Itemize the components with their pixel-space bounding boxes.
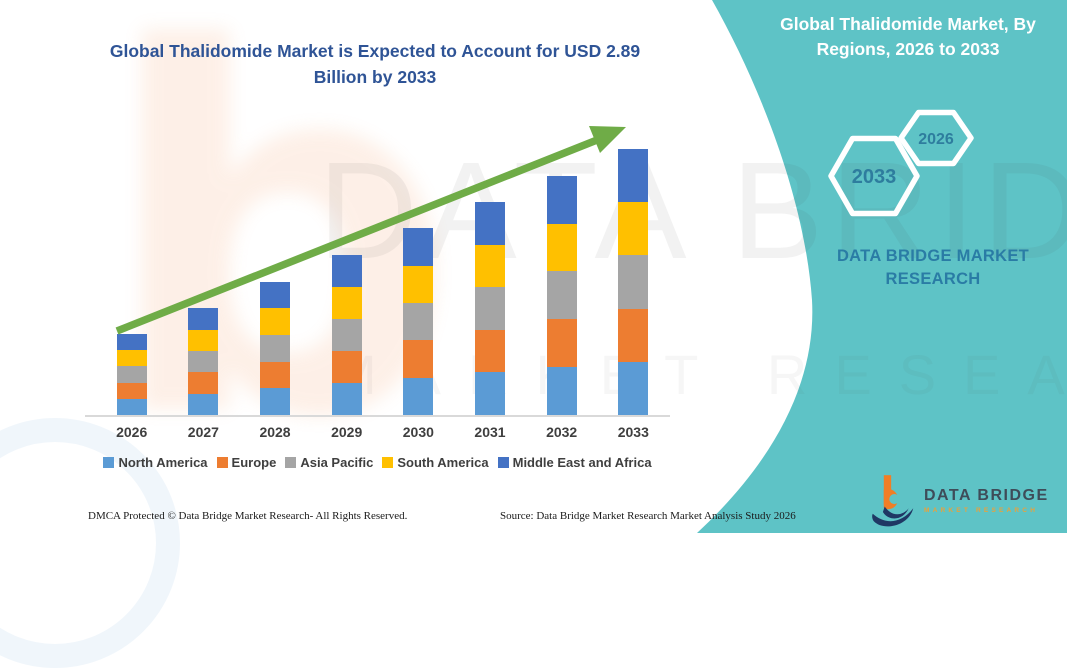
- legend-item-asia-pacific: Asia Pacific: [285, 455, 373, 470]
- legend-item-north-america: North America: [103, 455, 208, 470]
- chart-title: Global Thalidomide Market is Expected to…: [109, 41, 641, 88]
- brand-logo-sub: MARKET RESEARCH: [924, 506, 1039, 514]
- chart-legend: North America Europe Asia Pacific South Ame…: [85, 455, 670, 470]
- legend-swatch: [497, 457, 509, 468]
- bar-segment-2026-south-america: [116, 350, 147, 367]
- bar-segment-2028-asia-pacific: [260, 334, 291, 362]
- bar-segment-2027-middle-east-and-africa: [188, 308, 219, 330]
- panel-heading-line2: Regions, 2026 to 2033: [816, 39, 1000, 60]
- panel-brand-line1: DATA BRIDGE MARKET: [836, 247, 1030, 265]
- legend-label: Europe: [231, 455, 277, 470]
- data-bridge-logo-icon: [872, 475, 914, 527]
- bar-segment-2027-north-america: [188, 393, 219, 415]
- bar-segment-2028-europe: [260, 361, 291, 389]
- x-axis-line: [85, 415, 670, 417]
- bar-segment-2029-south-america: [331, 286, 362, 319]
- bar-segment-2030-south-america: [403, 265, 434, 303]
- bar-segment-2029-middle-east-and-africa: [331, 254, 362, 287]
- brand-logo: DATA BRIDGE MARKET RESEARCH: [870, 473, 1049, 527]
- x-axis-label-2032: 2032: [546, 424, 578, 440]
- legend-swatch: [382, 457, 394, 468]
- bar-segment-2026-europe: [116, 382, 147, 399]
- bar-segment-2032-asia-pacific: [546, 271, 577, 320]
- legend-swatch: [103, 457, 115, 468]
- x-axis-label-2030: 2030: [402, 424, 434, 440]
- hexagon-2033-label: 2033: [852, 166, 897, 188]
- x-axis-label-2027: 2027: [187, 424, 219, 440]
- x-axis-label-2033: 2033: [617, 424, 649, 440]
- legend-item-europe: Europe: [216, 455, 277, 470]
- brand-logo-text: DATA BRIDGE MARKET RESEARCH: [924, 487, 1049, 514]
- x-axis-label-2028: 2028: [259, 424, 291, 440]
- bar-segment-2032-middle-east-and-africa: [546, 175, 577, 224]
- legend-swatch: [216, 457, 228, 468]
- bar-segment-2031-north-america: [475, 372, 505, 415]
- panel-heading-line1: Global Thalidomide Market, By: [780, 14, 1036, 34]
- bar-segment-2030-europe: [403, 340, 434, 378]
- panel-brand-line2: RESEARCH: [885, 270, 981, 289]
- x-axis-label-2029: 2029: [331, 424, 363, 440]
- bar-segment-2033-middle-east-and-africa: [618, 149, 649, 203]
- bar-segment-2031-south-america: [475, 244, 505, 288]
- bar-segment-2032-north-america: [546, 367, 577, 415]
- legend-label: Middle East and Africa: [512, 455, 652, 470]
- footer-dmca: DMCA Protected © Data Bridge Market Rese…: [88, 510, 408, 522]
- bar-segment-2028-south-america: [260, 308, 291, 335]
- panel-heading: Global Thalidomide Market, By Regions, 2…: [772, 12, 1044, 63]
- bar-segment-2030-north-america: [403, 377, 434, 415]
- legend-item-south-america: South America: [382, 455, 489, 470]
- bar-segment-2030-middle-east-and-africa: [403, 228, 434, 266]
- legend-swatch: [285, 457, 297, 468]
- bar-segment-2026-asia-pacific: [116, 366, 147, 383]
- stacked-bar-chart: 2026 2027 2028 2029 2030 2031 2032 2033: [116, 149, 649, 440]
- bar-segment-2029-asia-pacific: [331, 318, 362, 351]
- bar-segment-2027-south-america: [188, 329, 219, 351]
- hexagon-2026-label: 2026: [918, 131, 954, 148]
- legend-item-middle-east-and-africa: Middle East and Africa: [497, 455, 652, 470]
- trend-arrow-line: [115, 136, 599, 335]
- panel-brand-text: DATA BRIDGE MARKET RESEARCH: [828, 245, 1038, 291]
- bar-segment-2032-europe: [546, 319, 577, 368]
- x-axis-label-2031: 2031: [474, 424, 506, 440]
- bar-segment-2026-north-america: [116, 398, 147, 415]
- bar-segment-2029-north-america: [331, 382, 362, 415]
- bar-segment-2033-europe: [618, 308, 649, 362]
- bar-segment-2031-europe: [475, 329, 505, 373]
- bar-segment-2027-asia-pacific: [188, 350, 219, 373]
- trend-arrow: [115, 126, 626, 335]
- bar-segment-2033-south-america: [618, 202, 649, 256]
- legend-label: Asia Pacific: [300, 455, 374, 470]
- bar-segment-2031-middle-east-and-africa: [475, 202, 505, 245]
- bar-segment-2028-north-america: [260, 388, 291, 415]
- hexagon-2033: [828, 135, 920, 217]
- teal-side-panel: [697, 0, 1067, 533]
- footer-source: Source: Data Bridge Market Research Mark…: [500, 510, 796, 522]
- trend-arrow-head: [589, 126, 626, 153]
- x-axis-label-2026: 2026: [116, 424, 148, 440]
- bar-segment-2027-europe: [188, 372, 219, 394]
- legend-label: South America: [397, 455, 489, 470]
- bar-segment-2033-asia-pacific: [618, 255, 649, 309]
- bar-segment-2031-asia-pacific: [475, 287, 505, 330]
- brand-logo-name: DATA BRIDGE: [924, 486, 1049, 504]
- teal-panel-shape: [697, 0, 1067, 533]
- bar-segment-2029-europe: [331, 350, 362, 383]
- bar-segment-2033-north-america: [618, 361, 649, 415]
- bar-segment-2032-south-america: [546, 223, 577, 272]
- legend-label: North America: [118, 455, 208, 470]
- hexagon-badges: 2033 2026: [828, 109, 974, 217]
- bar-segment-2026-middle-east-and-africa: [116, 334, 147, 351]
- hexagon-2026: [898, 109, 974, 167]
- bar-segment-2028-middle-east-and-africa: [260, 281, 291, 309]
- bar-segment-2030-asia-pacific: [403, 302, 434, 341]
